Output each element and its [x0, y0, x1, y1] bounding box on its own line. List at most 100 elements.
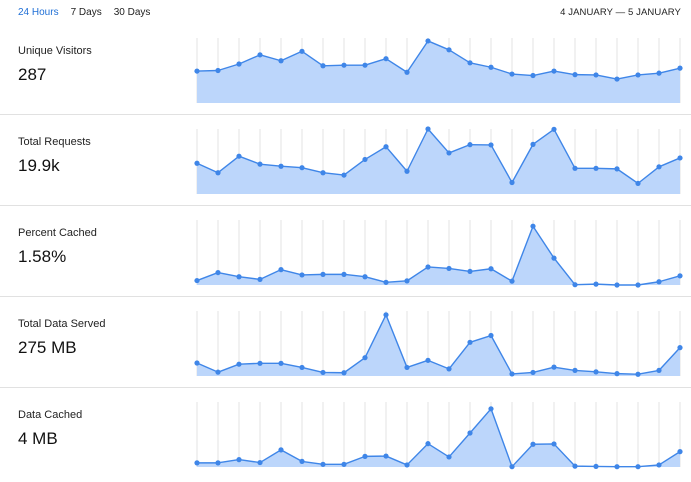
data-point [383, 312, 389, 318]
data-point [446, 265, 452, 272]
series-area [197, 129, 680, 194]
data-point [509, 71, 515, 77]
series-line [196, 225, 681, 286]
data-point [572, 165, 578, 171]
data-point [488, 266, 494, 272]
data-point [488, 142, 494, 148]
data-point [404, 462, 410, 468]
metric-value: 287 [18, 65, 47, 84]
data-point [320, 170, 326, 176]
series-line [197, 408, 681, 468]
data-point [593, 463, 599, 470]
data-point [488, 332, 494, 339]
data-point [299, 458, 305, 464]
data-point [656, 164, 662, 170]
metric-percent-cached: Percent Cached 1.58% [0, 206, 691, 297]
data-point [341, 271, 347, 277]
data-point [383, 279, 389, 285]
tab-24-hours[interactable]: 24 Hours [18, 7, 59, 18]
metric-value: 19.9k [18, 156, 60, 175]
data-point [425, 264, 431, 270]
data-point [236, 61, 242, 67]
data-point [215, 170, 221, 176]
data-point [551, 441, 557, 447]
data-point [467, 268, 473, 275]
data-point [572, 367, 578, 373]
data-point [677, 155, 683, 161]
data-point [425, 357, 431, 363]
data-point [656, 367, 662, 373]
data-point [614, 464, 620, 470]
data-point [635, 464, 641, 470]
series-area [197, 40, 680, 103]
data-point [215, 269, 221, 276]
data-point [530, 223, 536, 229]
data-point [635, 72, 641, 78]
data-point [236, 153, 242, 159]
tab-7-days[interactable]: 7 Days [70, 7, 102, 18]
data-point [593, 72, 599, 78]
data-point [299, 48, 305, 54]
data-point [194, 360, 200, 366]
data-point [425, 38, 431, 44]
data-point [278, 447, 284, 453]
series-line [196, 314, 681, 375]
data-point [677, 345, 683, 351]
data-point [257, 161, 263, 167]
data-point [341, 370, 347, 376]
data-point [635, 180, 641, 186]
data-point [404, 69, 410, 75]
data-point [677, 273, 683, 279]
tab-30-days[interactable]: 30 Days [113, 7, 151, 18]
data-point [656, 462, 662, 468]
metric-label: Total Requests [18, 136, 91, 148]
data-point [320, 461, 326, 467]
data-point [257, 360, 263, 366]
data-point [194, 277, 200, 284]
data-point [446, 150, 452, 156]
data-point [509, 278, 515, 284]
time-range-tabs: 24 Hours 7 Days 30 Days [18, 6, 162, 20]
data-point [425, 126, 431, 132]
data-point [194, 68, 200, 74]
data-point [635, 282, 641, 288]
data-point [320, 63, 326, 69]
divider [0, 114, 691, 115]
data-point [320, 369, 326, 376]
data-point [383, 56, 389, 62]
date-range: 4 JANUARY — 5 JANUARY [560, 7, 681, 18]
data-point [656, 279, 662, 285]
metric-total-data-served: Total Data Served 275 MB [0, 297, 691, 388]
data-point [278, 58, 284, 64]
data-point [572, 72, 578, 78]
data-point [362, 355, 368, 361]
metric-value: 4 MB [18, 429, 58, 448]
metric-label: Percent Cached [18, 227, 97, 239]
data-point [278, 163, 284, 169]
data-point [530, 141, 536, 147]
data-point [215, 67, 221, 74]
data-point [278, 360, 284, 366]
data-point [593, 165, 599, 171]
data-point [509, 371, 515, 377]
data-point [257, 276, 263, 282]
data-point [299, 364, 305, 371]
data-cached-chart [194, 402, 683, 470]
metric-label: Total Data Served [18, 318, 106, 330]
data-point [593, 281, 599, 287]
data-point [341, 172, 347, 178]
data-point [236, 274, 242, 280]
data-point [614, 282, 620, 288]
data-point [530, 72, 536, 79]
data-point [488, 64, 494, 70]
data-point [404, 168, 410, 174]
data-point [236, 457, 242, 463]
data-point [362, 274, 368, 280]
data-point [572, 463, 578, 469]
data-point [236, 361, 242, 367]
metric-unique-visitors: Unique Visitors 287 [0, 24, 691, 115]
total-requests-chart [194, 126, 683, 194]
data-point [614, 371, 620, 377]
data-point [530, 369, 536, 376]
data-point [404, 278, 410, 284]
